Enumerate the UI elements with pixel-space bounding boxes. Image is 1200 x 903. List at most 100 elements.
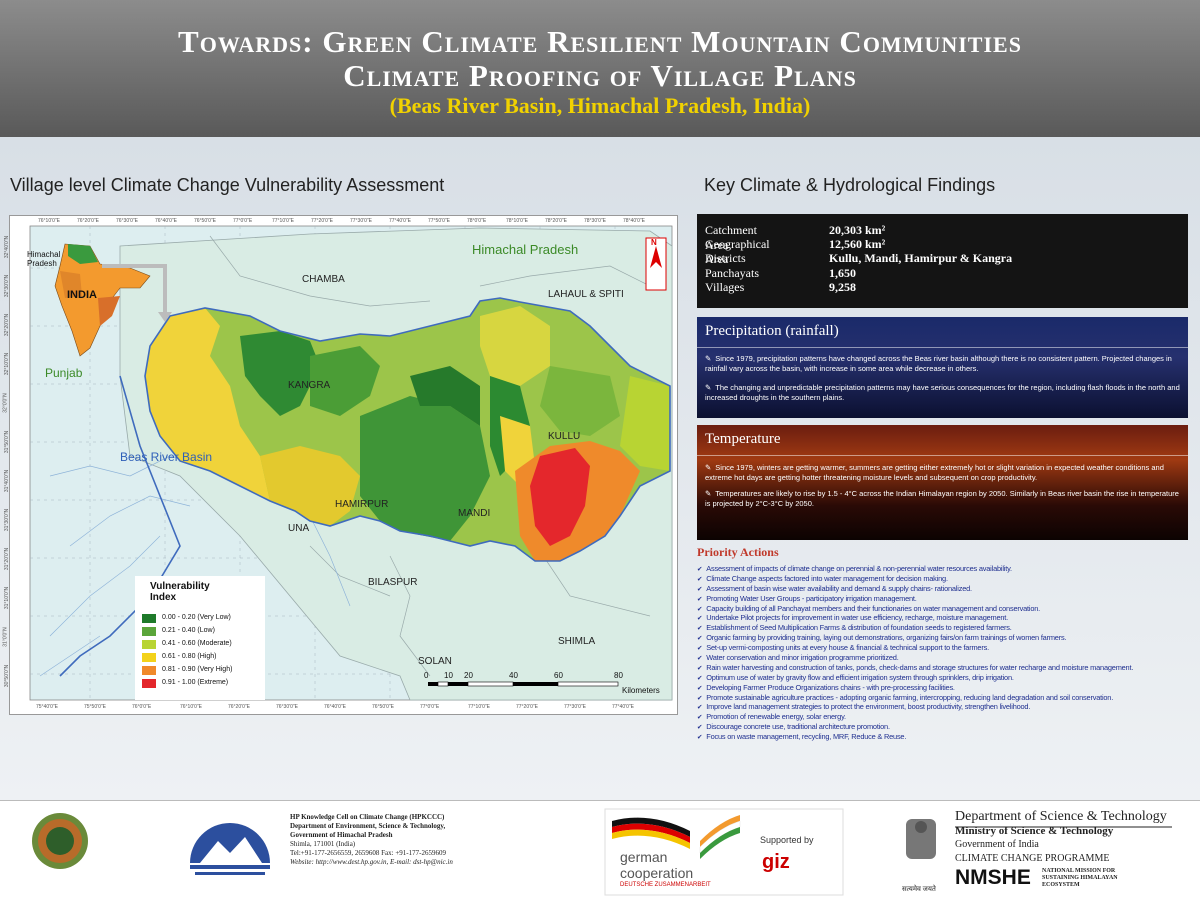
supported-by-label: Supported by <box>760 835 814 845</box>
map-svg <box>10 216 677 714</box>
hpkccc-line-2: Department of Environment, Science & Tec… <box>290 822 446 830</box>
temperature-title: Temperature <box>705 431 781 447</box>
priority-action-item: Establishment of Seed Multiplication Far… <box>697 623 1192 633</box>
zone-low-kangra <box>310 346 380 416</box>
nmshe-full: NATIONAL MISSION FOR SUSTAINING HIMALAYA… <box>1042 868 1118 888</box>
longitude-tick-top: 77°20'0"E <box>311 218 333 224</box>
header-title-line2: Climate Proofing of Village Plans <box>343 58 857 93</box>
latitude-tick-left: 31°0'0"N <box>2 627 9 647</box>
goi-name: Government of India <box>955 839 1039 850</box>
findings-value: 9,258 <box>829 279 856 294</box>
label-punjab: Punjab <box>45 366 83 380</box>
latitude-tick-left: 32°30'0"N <box>4 274 11 298</box>
longitude-tick-bottom: 77°40'0"E <box>612 704 634 710</box>
temperature-panel: Temperature ✎ Since 1979, winters are get… <box>697 425 1188 540</box>
zone-moderate-kullu-east <box>620 376 670 471</box>
latitude-tick-left: 32°0'0"N <box>2 393 9 413</box>
legend-item-label: 0.61 - 0.80 (High) <box>162 653 217 660</box>
beas-river-outline <box>59 375 181 677</box>
legend-title: Vulnerability Index <box>150 581 210 603</box>
scale-tick-label: 80 <box>614 671 623 680</box>
longitude-tick-bottom: 75°50'0"E <box>84 704 106 710</box>
longitude-tick-top: 77°0'0"E <box>233 218 253 224</box>
label-bilaspur: BILASPUR <box>368 577 418 588</box>
priority-actions-title: Priority Actions <box>697 545 779 559</box>
longitude-tick-bottom: 76°0'0"E <box>132 704 152 710</box>
basin-outline <box>144 297 671 562</box>
findings-label: Catchment Area <box>705 223 757 252</box>
hpkccc-line-3: Government of Himachal Pradesh <box>290 831 393 839</box>
scale-tick-label: 40 <box>509 671 518 680</box>
inset-arrow <box>102 264 167 314</box>
priority-action-item: Developing Farmer Produce Organizations … <box>697 683 1192 693</box>
priority-action-item: Organic farming by providing training, l… <box>697 633 1192 643</box>
label-solan: SOLAN <box>418 656 452 667</box>
findings-value: 12,560 km² <box>829 237 886 252</box>
footer: HP Knowledge Cell on Climate Change (HPK… <box>0 800 1200 903</box>
precipitation-bullet-1-text: Since 1979, precipitation patterns have … <box>705 354 1172 373</box>
legend-swatches <box>142 614 156 688</box>
latitude-tick-left: 31°50'0"N <box>4 430 11 454</box>
zone-low-kullu-mid <box>540 366 620 436</box>
inset-arrow-head <box>158 312 172 322</box>
latitude-tick-left: 31°40'0"N <box>4 469 11 493</box>
latitude-tick-left: 31°20'0"N <box>4 547 11 571</box>
label-kangra: KANGRA <box>288 380 331 391</box>
longitude-tick-top: 76°30'0"E <box>116 218 138 224</box>
scale-unit: Kilometers <box>622 686 660 695</box>
longitude-tick-top: 76°10'0"E <box>38 218 60 224</box>
hpkccc-address: HP Knowledge Cell on Climate Change (HPK… <box>290 813 550 867</box>
priority-action-item: Improve land management strategies to pr… <box>697 702 1192 712</box>
north-label: N <box>651 238 657 247</box>
longitude-tick-bottom: 76°40'0"E <box>324 704 346 710</box>
priority-action-item: Set-up vermi-composting units at every h… <box>697 643 1192 653</box>
findings-label: Panchayats <box>705 265 759 280</box>
longitude-tick-top: 78°30'0"E <box>584 218 606 224</box>
priority-actions-list: Assessment of impacts of climate change … <box>697 564 1192 742</box>
label-lahaul-spiti: LAHAUL & SPITI <box>548 289 624 300</box>
zone-high-kangra-west <box>145 308 270 501</box>
longitude-tick-bottom: 76°20'0"E <box>228 704 250 710</box>
satyameva-jayate: सत्यमेव जयते <box>902 885 936 893</box>
zone-high-hamirpur <box>260 446 360 526</box>
legend-item-label: 0.21 - 0.40 (Low) <box>162 627 215 634</box>
cooperation-label: cooperation <box>620 865 694 881</box>
longitude-tick-bottom: 76°50'0"E <box>372 704 394 710</box>
precipitation-panel: Precipitation (rainfall) ✎ Since 1979, pr… <box>697 317 1188 418</box>
map-section-title: Village level Climate Change Vulnerabili… <box>10 175 445 195</box>
longitude-tick-bottom: 77°30'0"E <box>564 704 586 710</box>
hpkccc-logo <box>190 823 270 875</box>
longitude-tick-top: 78°0'0"E <box>467 218 487 224</box>
zone-very-low-mandi <box>410 366 480 426</box>
longitude-tick-top: 77°40'0"E <box>389 218 411 224</box>
zone-extreme-kullu <box>530 448 590 546</box>
longitude-tick-bottom: 76°30'0"E <box>276 704 298 710</box>
priority-action-item: Promote sustainable agriculture practice… <box>697 693 1192 703</box>
german-label: german <box>620 849 668 865</box>
deutsche-label: DEUTSCHE ZUSAMMENARBEIT <box>620 882 711 888</box>
legend-swatch <box>142 653 156 662</box>
german-flag-icon <box>612 817 690 849</box>
priority-action-item: Optimum use of water by gravity flow and… <box>697 673 1192 683</box>
longitude-tick-bottom: 77°0'0"E <box>420 704 440 710</box>
priority-action-item: Promotion of renewable energy, solar ene… <box>697 712 1192 722</box>
priority-action-item: Discourage concrete use, traditional arc… <box>697 722 1192 732</box>
latitude-tick-left: 31°30'0"N <box>4 508 11 532</box>
findings-label: Villages <box>705 279 745 294</box>
scale-tick-label: 10 <box>444 671 453 680</box>
indian-flag-icon <box>699 815 741 859</box>
label-mandi: MANDI <box>458 508 491 519</box>
precipitation-bullet-1: ✎ Since 1979, precipitation patterns have… <box>705 354 1172 373</box>
zone-low-mandi <box>360 396 490 541</box>
longitude-tick-top: 78°40'0"E <box>623 218 645 224</box>
latitude-tick-left: 30°50'0"N <box>4 664 11 688</box>
legend-item-label: 0.81 - 0.90 (Very High) <box>162 666 233 673</box>
label-shimla: SHIMLA <box>558 636 596 647</box>
longitude-tick-bottom: 77°10'0"E <box>468 704 490 710</box>
longitude-tick-top: 76°50'0"E <box>194 218 216 224</box>
hpkccc-line-6: Website: http://www.dest.hp.gov.in, E-ma… <box>290 858 453 866</box>
ccp-name: CLIMATE CHANGE PROGRAMME <box>955 853 1110 864</box>
findings-value: 1,650 <box>829 265 856 280</box>
findings-value: 20,303 km² <box>829 223 886 237</box>
legend-swatch <box>142 640 156 649</box>
